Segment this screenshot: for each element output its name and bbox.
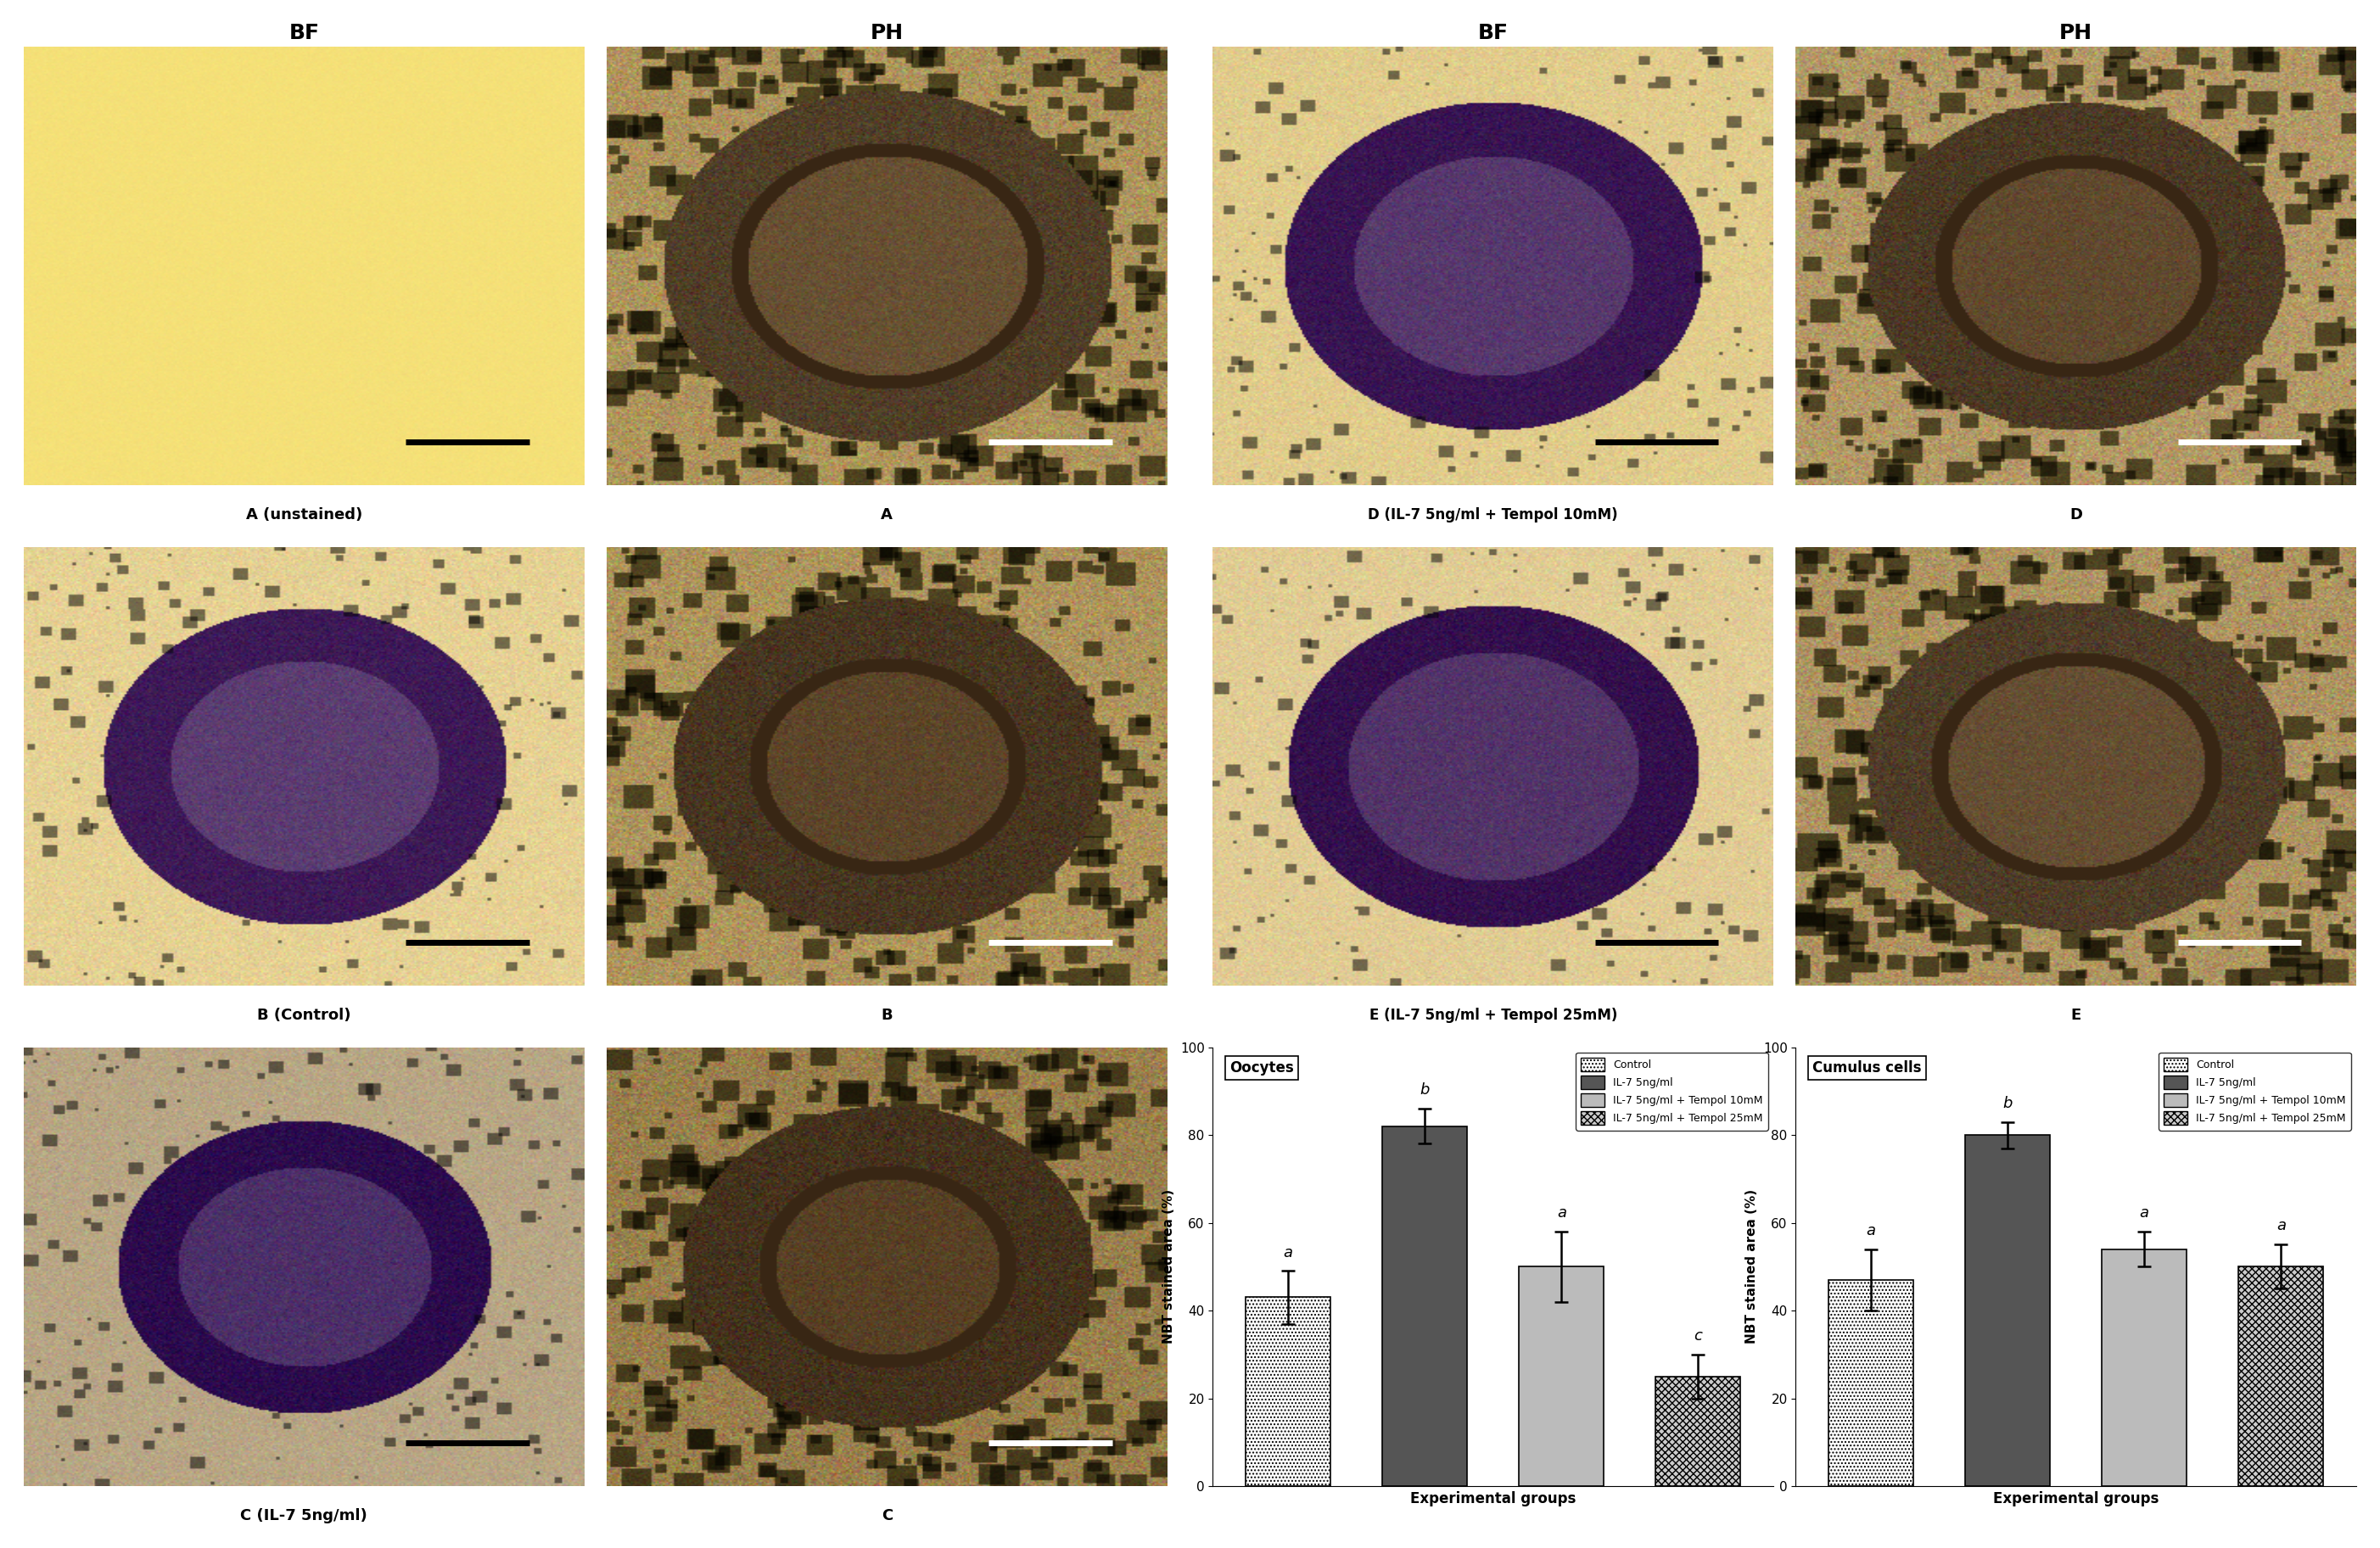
Y-axis label: NBT stained area (%): NBT stained area (%) [1164,1189,1176,1344]
Bar [1383,1127,1466,1486]
Text: C: C [881,1508,892,1523]
Bar [1828,1280,1914,1486]
Text: E: E [2071,1008,2080,1023]
Text: C (IL-7 5ng/ml): C (IL-7 5ng/ml) [240,1508,367,1523]
Text: b: b [2004,1096,2013,1111]
Bar [2240,1266,2323,1486]
Text: c: c [1695,1328,1702,1344]
X-axis label: Experimental groups: Experimental groups [1411,1491,1576,1506]
Text: a: a [2275,1218,2285,1234]
Bar [1245,1297,1330,1486]
Text: E (IL-7 5ng/ml + Tempol 25mM): E (IL-7 5ng/ml + Tempol 25mM) [1368,1008,1616,1023]
Text: A (unstained): A (unstained) [245,508,362,523]
Bar [1656,1376,1740,1486]
Title: PH: PH [2059,23,2092,43]
Legend: Control, IL-7 5ng/ml, IL-7 5ng/ml + Tempol 10mM, IL-7 5ng/ml + Tempol 25mM: Control, IL-7 5ng/ml, IL-7 5ng/ml + Temp… [2159,1053,2351,1130]
Text: D (IL-7 5ng/ml + Tempol 10mM): D (IL-7 5ng/ml + Tempol 10mM) [1368,508,1618,523]
Bar [2102,1249,2187,1486]
Bar [1518,1266,1604,1486]
Text: B: B [881,1008,892,1023]
X-axis label: Experimental groups: Experimental groups [1992,1491,2159,1506]
Text: a: a [2140,1206,2149,1220]
Text: B (Control): B (Control) [257,1008,350,1023]
Title: BF: BF [1478,23,1509,43]
Text: A: A [881,508,892,523]
Text: b: b [1421,1082,1430,1098]
Text: D: D [2071,508,2082,523]
Text: a: a [1557,1206,1566,1220]
Text: a: a [1866,1223,1875,1238]
Text: Oocytes: Oocytes [1230,1060,1295,1076]
Text: a: a [1283,1245,1292,1260]
Text: Cumulus cells: Cumulus cells [1814,1060,1921,1076]
Y-axis label: NBT stained area (%): NBT stained area (%) [1745,1189,1759,1344]
Legend: Control, IL-7 5ng/ml, IL-7 5ng/ml + Tempol 10mM, IL-7 5ng/ml + Tempol 25mM: Control, IL-7 5ng/ml, IL-7 5ng/ml + Temp… [1576,1053,1768,1130]
Title: BF: BF [288,23,319,43]
Title: PH: PH [871,23,904,43]
Bar [1966,1135,2049,1486]
